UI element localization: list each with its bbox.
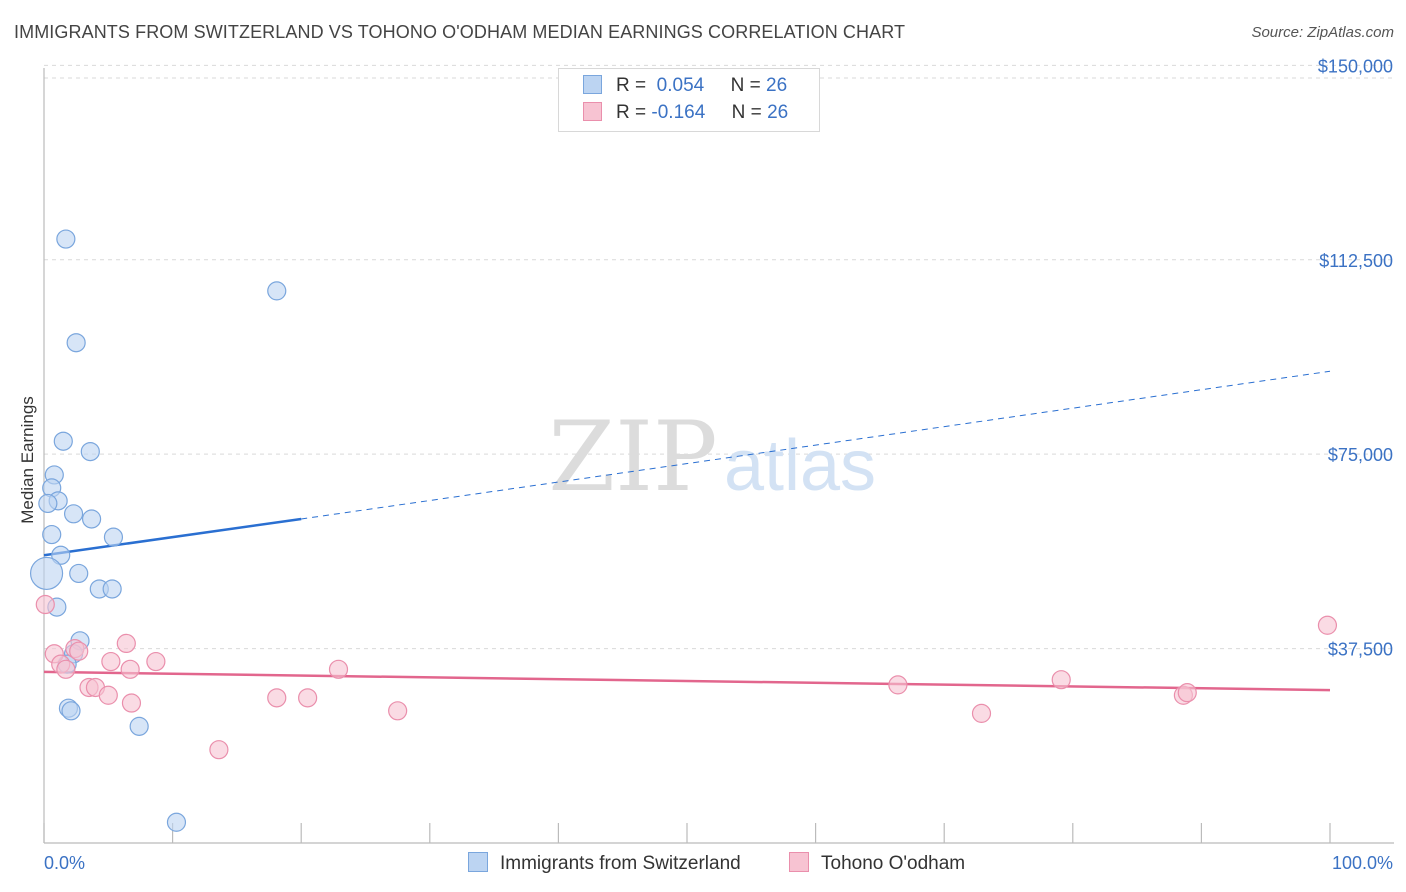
point-tohono [35, 594, 55, 615]
x-tick-label: 0.0% [44, 853, 85, 873]
point-tohono [1317, 615, 1338, 635]
legend-swatch-blue [583, 75, 602, 94]
series-swatch-blue [468, 852, 488, 872]
y-tick-label: $112,500 [1319, 251, 1393, 271]
point-tohono [888, 675, 908, 695]
point-switzerland [53, 431, 73, 451]
data-points [29, 229, 1338, 832]
series-legend-label: Immigrants from Switzerland [500, 853, 741, 874]
point-tohono [56, 659, 76, 679]
series-swatch-pink [789, 852, 809, 872]
point-switzerland [61, 701, 81, 721]
point-tohono [328, 659, 349, 679]
legend-row-switzerland: R = 0.054 N = 26 [583, 75, 787, 99]
axes [43, 68, 1394, 844]
legend-r-label: R = [616, 102, 647, 123]
point-tohono [146, 651, 166, 672]
legend-n-value: 26 [766, 75, 788, 96]
point-switzerland [29, 556, 64, 591]
point-tohono [98, 685, 118, 705]
point-tohono [971, 703, 992, 723]
point-tohono [121, 693, 142, 713]
point-tohono [1177, 683, 1197, 703]
point-tohono [388, 701, 408, 721]
point-tohono [101, 651, 121, 672]
point-switzerland [102, 579, 122, 599]
point-switzerland [69, 563, 89, 584]
point-switzerland [66, 333, 86, 353]
point-tohono [209, 740, 229, 760]
point-tohono [298, 688, 318, 708]
legend-row-tohono: R = -0.164 N = 26 [583, 102, 788, 126]
point-switzerland [267, 281, 287, 301]
point-switzerland [81, 509, 102, 529]
legend-r-value: -0.164 [651, 102, 706, 123]
source-label: Source: ZipAtlas.com [1251, 24, 1394, 41]
x-tick-label: 100.0% [1332, 853, 1393, 873]
series-legend-tohono: Tohono O'odham [789, 852, 965, 876]
y-tick-label: $75,000 [1328, 445, 1393, 465]
tick-labels: $37,500 $75,000 $112,500 $150,000 0.0% 100.0% [44, 56, 1393, 873]
point-switzerland [80, 441, 100, 462]
legend-n-value: 26 [767, 102, 789, 123]
trend-line-switzerland [43, 517, 302, 557]
series-legend-label: Tohono O'odham [821, 853, 966, 874]
series-legend-switzerland: Immigrants from Switzerland [468, 852, 741, 876]
point-switzerland [51, 545, 71, 565]
point-switzerland [38, 493, 58, 514]
point-switzerland [166, 812, 187, 832]
point-switzerland [63, 504, 84, 524]
legend-r-label: R = [616, 75, 647, 96]
point-switzerland [129, 716, 149, 736]
point-tohono [267, 688, 287, 708]
point-tohono [69, 641, 89, 661]
legend-r-value: 0.054 [656, 75, 705, 96]
trend-line-switzerland-extension [301, 370, 1331, 520]
point-switzerland [103, 527, 124, 547]
correlation-legend: R = 0.054 N = 26 R = -0.164 N = 26 [558, 68, 820, 132]
legend-n-label: N = [730, 75, 761, 96]
trend-line-tohono [43, 670, 1331, 692]
point-tohono [1051, 670, 1071, 690]
y-tick-label: $37,500 [1328, 640, 1393, 660]
legend-swatch-pink [583, 102, 602, 121]
point-tohono [116, 633, 136, 654]
point-switzerland [42, 524, 62, 545]
trend-lines [43, 370, 1331, 692]
watermark-atlas: atlas [724, 426, 876, 506]
y-tick-label: $150,000 [1318, 56, 1393, 76]
chart-title: IMMIGRANTS FROM SWITZERLAND VS TOHONO O'… [14, 22, 906, 42]
legend-n-label: N = [731, 102, 762, 123]
watermark: ZIP atlas [548, 401, 876, 513]
watermark-zip: ZIP [548, 401, 717, 513]
point-tohono [120, 659, 140, 679]
point-switzerland [56, 229, 76, 249]
gridlines [44, 64, 1394, 650]
